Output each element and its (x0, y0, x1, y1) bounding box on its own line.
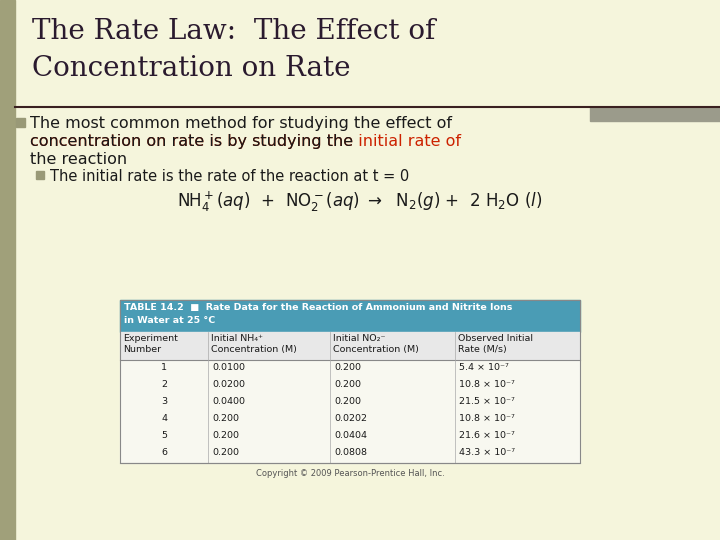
Text: 0.200: 0.200 (212, 431, 239, 440)
Bar (120, 412, 580, 429)
Text: 2: 2 (161, 380, 167, 389)
Text: Concentration (M): Concentration (M) (333, 345, 419, 354)
Text: 0.0200: 0.0200 (212, 380, 245, 389)
Text: Number: Number (123, 345, 161, 354)
Text: Copyright © 2009 Pearson-Prentice Hall, Inc.: Copyright © 2009 Pearson-Prentice Hall, … (256, 469, 444, 478)
Text: 0.0202: 0.0202 (334, 414, 367, 423)
Text: 3: 3 (161, 397, 167, 406)
Text: NH$_4^+$$(aq)$  +  NO$_2^-$$(aq)$ $\rightarrow$  N$_2$$(g)$ +  2 H$_2$O $(\mathi: NH$_4^+$$(aq)$ + NO$_2^-$$(aq)$ $\righta… (177, 190, 543, 214)
Text: the reaction: the reaction (30, 152, 127, 167)
Text: 4: 4 (161, 414, 167, 423)
Text: 5.4 × 10⁻⁷: 5.4 × 10⁻⁷ (459, 363, 509, 372)
Text: 0.200: 0.200 (212, 448, 239, 457)
Text: 0.0100: 0.0100 (212, 363, 245, 372)
Text: Experiment: Experiment (123, 334, 178, 343)
Text: Initial NH₄⁺: Initial NH₄⁺ (211, 334, 263, 343)
Text: 10.8 × 10⁻⁷: 10.8 × 10⁻⁷ (459, 414, 515, 423)
Bar (120, 300, 580, 463)
Text: The initial rate is the rate of the reaction at t = 0: The initial rate is the rate of the reac… (50, 169, 409, 184)
Text: concentration on rate is by studying the initial rate of: concentration on rate is by studying the… (30, 134, 461, 149)
Text: 21.5 × 10⁻⁷: 21.5 × 10⁻⁷ (459, 397, 515, 406)
Bar (120, 395, 580, 412)
Text: 0.200: 0.200 (334, 363, 361, 372)
Bar (120, 332, 580, 360)
Bar (36, 171, 44, 179)
Bar (16, 118, 25, 127)
Text: Rate (M/s): Rate (M/s) (458, 345, 507, 354)
Text: Concentration (M): Concentration (M) (211, 345, 297, 354)
Text: 0.0808: 0.0808 (334, 448, 367, 457)
Text: in Water at 25 °C: in Water at 25 °C (124, 316, 215, 325)
Text: The Rate Law:  The Effect of: The Rate Law: The Effect of (32, 18, 436, 45)
Bar (0, 0, 15, 540)
Bar (590, 107, 720, 121)
Bar (120, 361, 580, 378)
Bar (120, 300, 580, 332)
Text: 0.200: 0.200 (334, 397, 361, 406)
Bar (120, 378, 580, 395)
Bar (120, 429, 580, 446)
Text: 0.200: 0.200 (334, 380, 361, 389)
Text: 0.0404: 0.0404 (334, 431, 367, 440)
Text: Initial NO₂⁻: Initial NO₂⁻ (333, 334, 385, 343)
Text: 21.6 × 10⁻⁷: 21.6 × 10⁻⁷ (459, 431, 515, 440)
Text: 1: 1 (161, 363, 167, 372)
Text: The most common method for studying the effect of: The most common method for studying the … (30, 116, 452, 131)
Text: 10.8 × 10⁻⁷: 10.8 × 10⁻⁷ (459, 380, 515, 389)
Text: 43.3 × 10⁻⁷: 43.3 × 10⁻⁷ (459, 448, 515, 457)
Text: Concentration on Rate: Concentration on Rate (32, 55, 351, 82)
Text: TABLE 14.2  ■  Rate Data for the Reaction of Ammonium and Nitrite Ions: TABLE 14.2 ■ Rate Data for the Reaction … (124, 303, 513, 312)
Bar (120, 446, 580, 463)
Text: 0.200: 0.200 (212, 414, 239, 423)
Text: 0.0400: 0.0400 (212, 397, 245, 406)
Text: 6: 6 (161, 448, 167, 457)
Text: Observed Initial: Observed Initial (458, 334, 533, 343)
Text: concentration on rate is by studying the: concentration on rate is by studying the (30, 134, 359, 149)
Text: 5: 5 (161, 431, 167, 440)
